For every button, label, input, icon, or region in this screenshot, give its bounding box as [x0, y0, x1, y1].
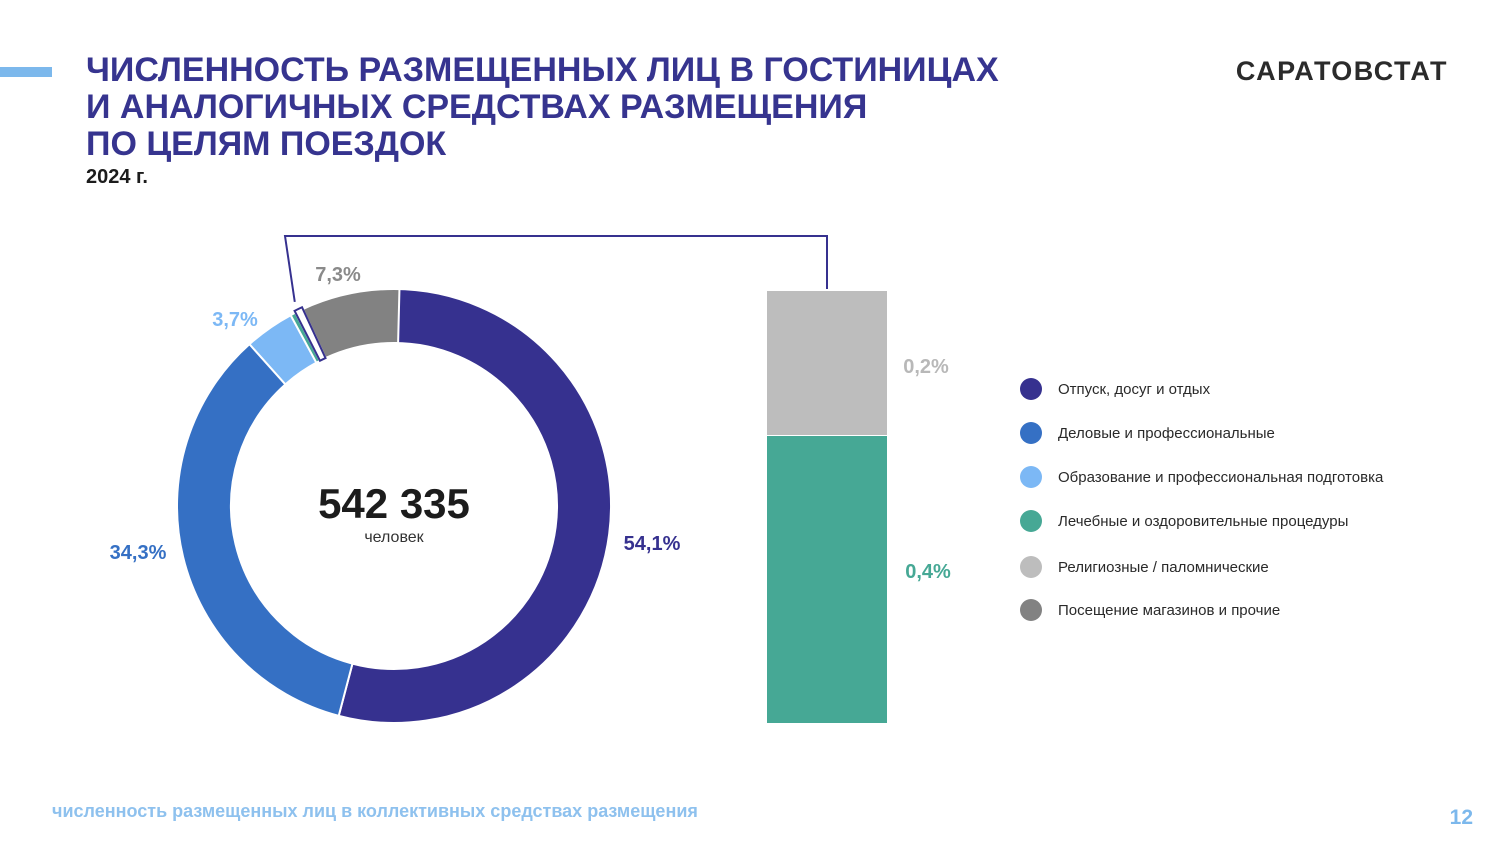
- donut-slice-0: [337, 287, 612, 724]
- legend-swatch: [1020, 510, 1042, 532]
- page-subtitle: 2024 г.: [86, 166, 148, 188]
- donut-center-total: 542 335: [318, 480, 470, 527]
- legend-swatch: [1020, 556, 1042, 578]
- breakout-connector-line: [283, 235, 828, 302]
- legend-swatch: [1020, 466, 1042, 488]
- legend-swatch: [1020, 378, 1042, 400]
- legend-label: Деловые и профессиональные: [1058, 425, 1275, 442]
- legend-label: Лечебные и оздоровительные процедуры: [1058, 513, 1349, 530]
- page-title: ЧИСЛЕННОСТЬ РАЗМЕЩЕННЫХ ЛИЦ В ГОСТИНИЦАХ…: [86, 51, 999, 163]
- data-label-0: 54,1%: [624, 533, 681, 555]
- data-label-4: 0,2%: [903, 356, 949, 378]
- legend-label: Религиозные / паломнические: [1058, 559, 1269, 576]
- legend-swatch: [1020, 599, 1042, 621]
- data-label-3: 0,4%: [905, 561, 951, 583]
- donut-slice-1: [176, 342, 354, 718]
- legend-label: Посещение магазинов и прочие: [1058, 602, 1281, 619]
- data-label-1: 34,3%: [110, 542, 167, 564]
- breakout-bar-segment-1: [767, 436, 887, 723]
- page-number: 12: [1449, 806, 1473, 829]
- donut-center-unit: человек: [364, 529, 424, 546]
- footer-note: численность размещенных лиц в коллективн…: [52, 801, 698, 821]
- accent-bar: [0, 67, 52, 77]
- data-label-5: 7,3%: [315, 264, 361, 286]
- data-label-2: 3,7%: [212, 309, 258, 331]
- legend-label: Отпуск, досуг и отдых: [1058, 381, 1211, 398]
- donut-slice-5: [301, 288, 401, 360]
- donut-chart: 54,1% 34,3% 3,7% 0,4% 0,2% 7,3% 542 335 человек: [110, 235, 951, 724]
- legend-label: Образование и профессиональная подготовк…: [1058, 469, 1384, 486]
- breakout-slice-outline: [293, 305, 327, 363]
- breakout-bar-segment-0: [767, 291, 887, 435]
- brand-logo-text: САРАТОВСТАТ: [1235, 56, 1448, 86]
- legend-swatch: [1020, 422, 1042, 444]
